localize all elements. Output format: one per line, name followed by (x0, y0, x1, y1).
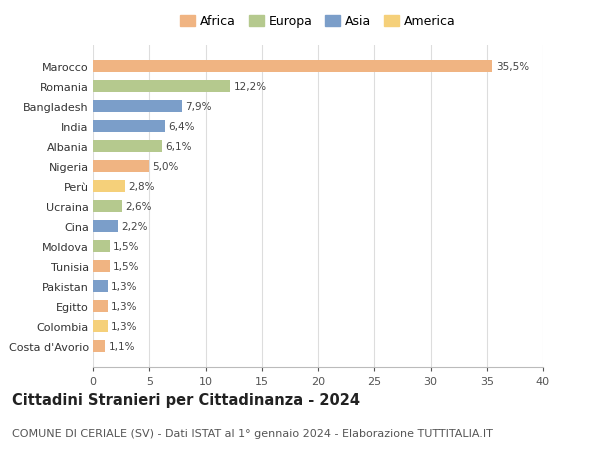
Text: Cittadini Stranieri per Cittadinanza - 2024: Cittadini Stranieri per Cittadinanza - 2… (12, 392, 360, 408)
Text: 12,2%: 12,2% (233, 82, 267, 91)
Text: 1,5%: 1,5% (113, 241, 140, 252)
Text: 1,3%: 1,3% (111, 281, 137, 291)
Text: 1,3%: 1,3% (111, 302, 137, 312)
Bar (93, 61, 493, 73)
Text: 6,4%: 6,4% (169, 122, 195, 132)
Bar (93, 101, 182, 112)
Bar (93, 80, 230, 93)
Text: 2,8%: 2,8% (128, 182, 154, 191)
Text: 1,3%: 1,3% (111, 322, 137, 331)
Bar (93, 261, 110, 273)
Bar (93, 161, 149, 173)
Bar (93, 241, 110, 252)
Text: 2,2%: 2,2% (121, 222, 148, 231)
Bar (93, 221, 118, 233)
Bar (93, 140, 161, 152)
Text: 1,5%: 1,5% (113, 262, 140, 272)
Text: 6,1%: 6,1% (165, 141, 191, 151)
Bar (93, 180, 125, 192)
Text: 1,1%: 1,1% (109, 341, 135, 352)
Bar (93, 320, 107, 333)
Text: 35,5%: 35,5% (496, 62, 529, 72)
Bar (93, 301, 107, 313)
Text: 2,6%: 2,6% (125, 202, 152, 212)
Bar (93, 341, 106, 353)
Text: COMUNE DI CERIALE (SV) - Dati ISTAT al 1° gennaio 2024 - Elaborazione TUTTITALIA: COMUNE DI CERIALE (SV) - Dati ISTAT al 1… (12, 428, 493, 438)
Text: 5,0%: 5,0% (152, 162, 179, 172)
Text: 7,9%: 7,9% (185, 101, 212, 112)
Bar (93, 201, 122, 213)
Legend: Africa, Europa, Asia, America: Africa, Europa, Asia, America (175, 11, 461, 34)
Bar (93, 280, 107, 292)
Bar (93, 121, 165, 133)
